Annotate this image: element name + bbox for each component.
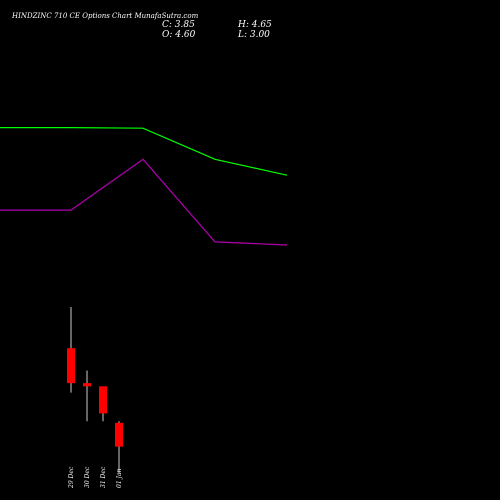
high-value: H: 4.65 (237, 20, 272, 30)
x-tick-label: 01 Jan (116, 468, 123, 488)
x-tick-label: 31 Dec (100, 466, 107, 488)
x-axis-ticks: 29 Dec 30 Dec 31 Dec 01 Jan (68, 466, 123, 489)
candle-body (67, 348, 75, 384)
indicator-line-2 (0, 158, 288, 246)
chart-title: HINDZINC 710 CE Options Chart MunafaSutr… (11, 12, 199, 20)
candle-body (115, 422, 123, 447)
open-value: O: 4.60 (162, 30, 196, 40)
candle-body (99, 386, 107, 414)
x-tick-label: 30 Dec (84, 466, 91, 488)
indicator-line-1 (0, 126, 288, 176)
indicator-lines (0, 126, 288, 246)
candlesticks (67, 306, 123, 474)
close-value: C: 3.85 (162, 20, 195, 30)
low-value: L: 3.00 (237, 30, 270, 40)
candle-body (83, 383, 91, 387)
x-tick-label: 29 Dec (68, 466, 75, 489)
